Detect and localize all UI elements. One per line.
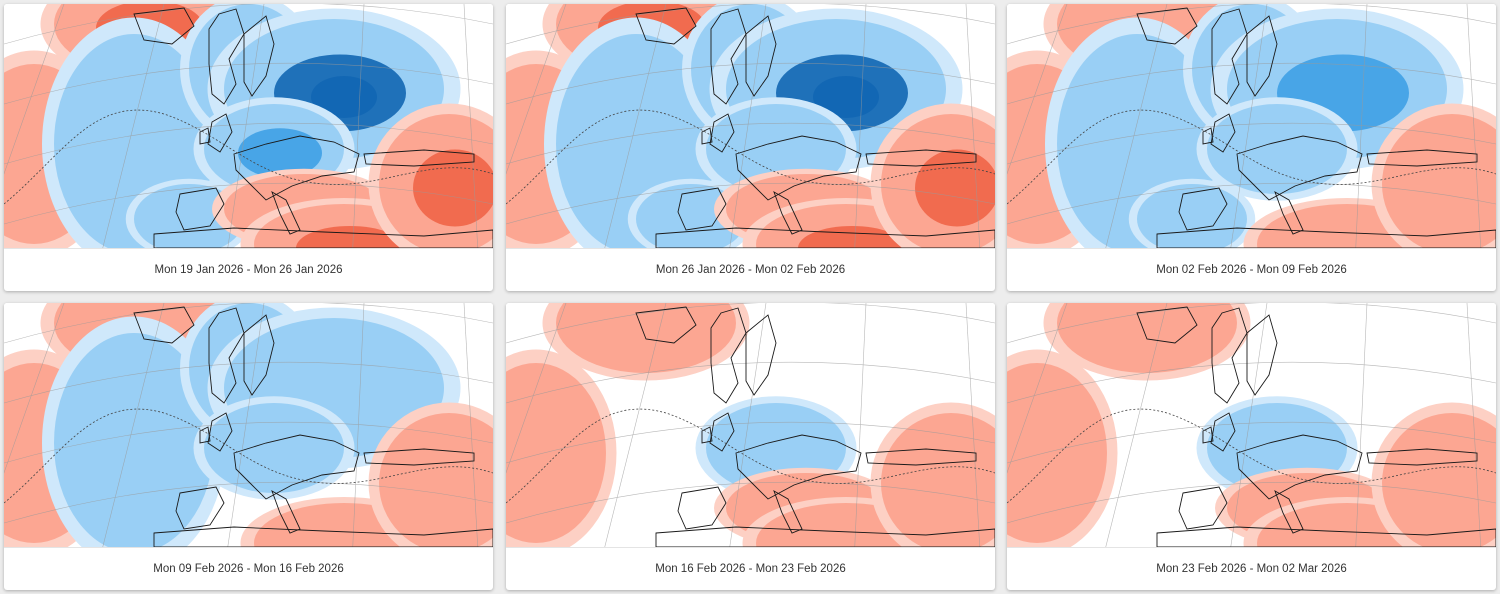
zero-contour [506, 408, 995, 504]
forecast-panel-week6[interactable]: Mon 23 Feb 2026 - Mon 02 Mar 2026 [1007, 303, 1496, 590]
date-range-caption: Mon 23 Feb 2026 - Mon 02 Mar 2026 [1007, 547, 1496, 590]
graticule [1007, 4, 1496, 248]
graticule [4, 4, 493, 248]
zero-contour [1007, 109, 1496, 205]
graticule [4, 303, 493, 547]
map-canvas [1007, 303, 1496, 547]
map-canvas [506, 4, 995, 248]
forecast-panel-week4[interactable]: Mon 09 Feb 2026 - Mon 16 Feb 2026 [4, 303, 493, 590]
forecast-panel-week2[interactable]: Mon 26 Jan 2026 - Mon 02 Feb 2026 [506, 4, 995, 291]
date-range-caption: Mon 16 Feb 2026 - Mon 23 Feb 2026 [506, 547, 995, 590]
coastlines [1136, 306, 1496, 547]
date-range-caption: Mon 02 Feb 2026 - Mon 09 Feb 2026 [1007, 248, 1496, 291]
map-canvas [506, 303, 995, 547]
map-canvas [4, 303, 493, 547]
coastlines [635, 306, 995, 547]
coastlines [635, 7, 995, 248]
forecast-panel-week3[interactable]: Mon 02 Feb 2026 - Mon 09 Feb 2026 [1007, 4, 1496, 291]
anomaly-map-week1[interactable] [4, 4, 493, 248]
forecast-panel-week5[interactable]: Mon 16 Feb 2026 - Mon 23 Feb 2026 [506, 303, 995, 590]
zero-contour [4, 408, 493, 504]
zero-contour [4, 109, 493, 205]
date-range-caption: Mon 26 Jan 2026 - Mon 02 Feb 2026 [506, 248, 995, 291]
graticule [506, 4, 995, 248]
anomaly-map-week6[interactable] [1007, 303, 1496, 547]
coastlines [133, 7, 493, 248]
anomaly-map-week2[interactable] [506, 4, 995, 248]
coastlines [133, 306, 493, 547]
map-canvas [1007, 4, 1496, 248]
date-range-caption: Mon 09 Feb 2026 - Mon 16 Feb 2026 [4, 547, 493, 590]
date-range-caption: Mon 19 Jan 2026 - Mon 26 Jan 2026 [4, 248, 493, 291]
map-canvas [4, 4, 493, 248]
zero-contour [1007, 408, 1496, 504]
graticule [506, 303, 995, 547]
anomaly-map-week5[interactable] [506, 303, 995, 547]
graticule [1007, 303, 1496, 547]
anomaly-map-week4[interactable] [4, 303, 493, 547]
anomaly-map-week3[interactable] [1007, 4, 1496, 248]
forecast-panel-week1[interactable]: Mon 19 Jan 2026 - Mon 26 Jan 2026 [4, 4, 493, 291]
zero-contour [506, 109, 995, 205]
coastlines [1136, 7, 1496, 248]
